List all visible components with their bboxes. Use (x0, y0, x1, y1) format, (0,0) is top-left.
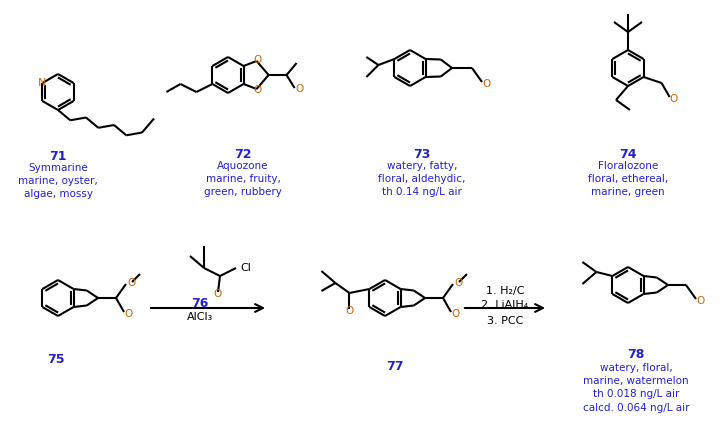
Text: O: O (696, 296, 704, 306)
Text: Cl: Cl (240, 263, 251, 273)
Text: O: O (253, 85, 261, 95)
Text: O: O (451, 309, 459, 319)
Text: O: O (454, 278, 462, 288)
Text: 71: 71 (50, 150, 67, 163)
Text: 3. PCC: 3. PCC (487, 316, 523, 326)
Text: O: O (670, 94, 678, 104)
Text: 77: 77 (387, 360, 404, 373)
Text: Floralozone
floral, ethereal,
marine, green: Floralozone floral, ethereal, marine, gr… (588, 161, 668, 198)
Text: AlCl₃: AlCl₃ (187, 312, 213, 322)
Text: O: O (482, 79, 490, 89)
Text: watery, floral,
marine, watermelon
th 0.018 ng/L air
calcd. 0.064 ng/L air: watery, floral, marine, watermelon th 0.… (582, 363, 689, 412)
Text: O: O (124, 309, 132, 319)
Text: 75: 75 (47, 353, 65, 366)
Text: 73: 73 (414, 148, 431, 161)
Text: O: O (214, 289, 222, 299)
Text: 76: 76 (191, 297, 209, 310)
Text: N: N (39, 78, 47, 88)
Text: 2. LiAlH₄: 2. LiAlH₄ (481, 300, 529, 310)
Text: 1. H₂/C: 1. H₂/C (486, 286, 524, 296)
Text: O: O (296, 84, 304, 94)
Text: 72: 72 (234, 148, 252, 161)
Text: 74: 74 (620, 148, 637, 161)
Text: O: O (253, 55, 261, 65)
Text: O: O (345, 306, 354, 316)
Text: Symmarine
marine, oyster,
algae, mossy: Symmarine marine, oyster, algae, mossy (18, 163, 98, 199)
Text: O: O (127, 278, 135, 288)
Text: watery, fatty,
floral, aldehydic,
th 0.14 ng/L air: watery, fatty, floral, aldehydic, th 0.1… (379, 161, 466, 198)
Text: Aquozone
marine, fruity,
green, rubbery: Aquozone marine, fruity, green, rubbery (204, 161, 282, 198)
Text: 78: 78 (628, 348, 645, 361)
